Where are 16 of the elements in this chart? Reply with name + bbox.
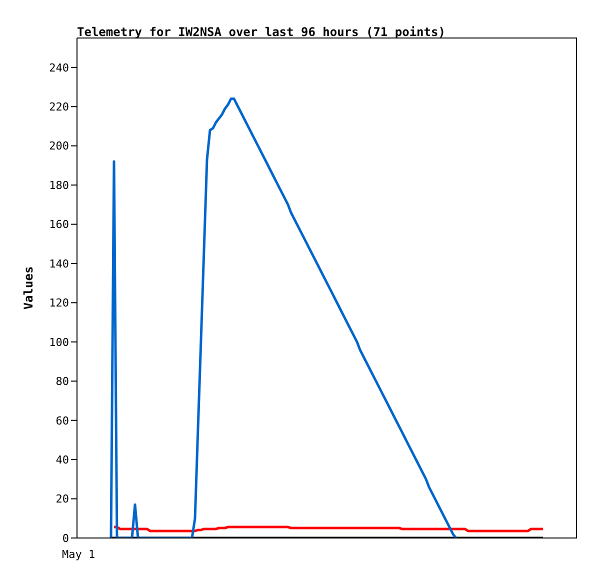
y-tick-label: 180 xyxy=(49,178,69,192)
chart-title: Telemetry for IW2NSA over last 96 hours (71 points) xyxy=(77,25,446,39)
y-tick-label: 120 xyxy=(49,296,69,310)
y-axis-title: Values xyxy=(21,266,36,310)
y-tick-label: 20 xyxy=(56,492,69,506)
text: May 1 xyxy=(62,548,96,561)
y-tick-label: 60 xyxy=(56,414,69,428)
y-tick-label: 40 xyxy=(56,453,69,466)
y-tick-label: 80 xyxy=(56,375,69,388)
y-tick-label: 160 xyxy=(49,218,69,232)
y-tick-label: 200 xyxy=(49,140,69,153)
y-tick-label: 140 xyxy=(49,257,69,270)
y-tick-label: 0 xyxy=(62,532,69,545)
y-tick-label: 240 xyxy=(49,61,69,74)
y-tick-label: 220 xyxy=(49,100,69,114)
y-tick-label: 100 xyxy=(49,336,69,349)
